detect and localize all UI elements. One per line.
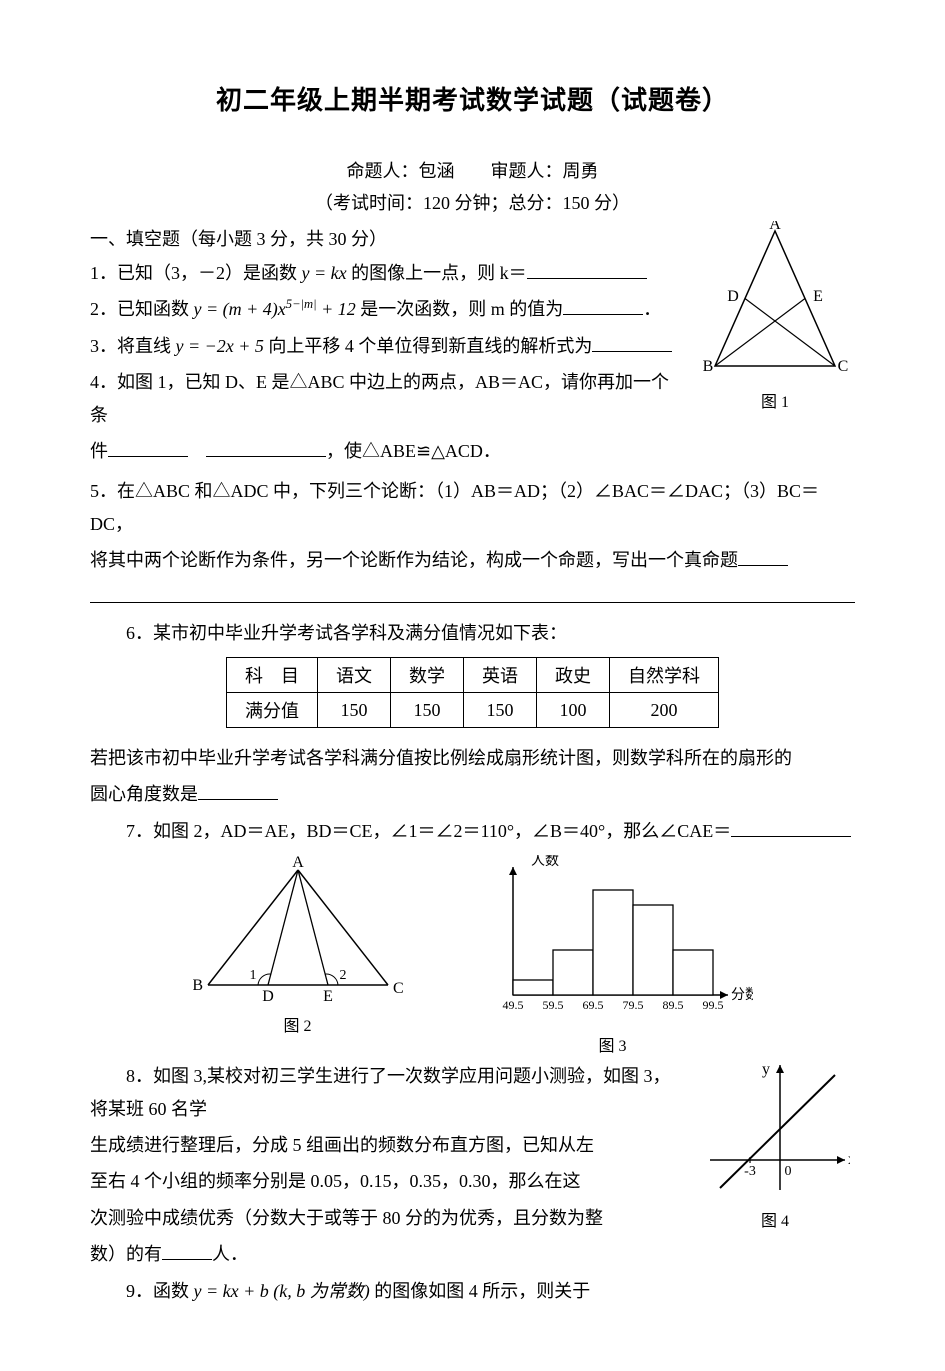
question-8b: 生成绩进行整理后，分成 5 组画出的频数分布直方图，已知从左	[90, 1129, 855, 1161]
figure-3-caption: 图 3	[473, 1032, 753, 1056]
q6-blank	[198, 781, 278, 800]
svg-text:99.5: 99.5	[702, 998, 723, 1012]
svg-text:C: C	[393, 980, 403, 997]
q5-blank-line	[90, 583, 855, 603]
subjects-table: 科 目 语文 数学 英语 政史 自然学科 满分值 150 150 150 100…	[226, 657, 719, 728]
q3-text-b: 向上平移 4 个单位得到新直线的解析式为	[264, 336, 593, 356]
question-7: 7．如图 2，AD＝AE，BD＝CE，∠1＝∠2＝110°，∠B＝40°，那么∠…	[90, 815, 855, 847]
td-v4: 200	[610, 693, 719, 728]
th-english: 英语	[464, 658, 537, 693]
q4-text-b: 件	[90, 441, 108, 461]
svg-text:59.5: 59.5	[542, 998, 563, 1012]
figure-2-svg: A B C D E 1 2	[193, 855, 403, 1005]
question-3: 3．将直线 y = −2x + 5 向上平移 4 个单位得到新直线的解析式为	[90, 330, 855, 362]
exam-info: （考试时间：120 分钟；总分：150 分）	[90, 189, 855, 215]
q1-text-a: 1．已知（3，－2）是函数	[90, 263, 302, 283]
q8-text-a: 8．如图 3,某校对初三学生进行了一次数学应用问题小测验，如图 3，将某班 60…	[90, 1066, 671, 1118]
th-politics: 政史	[537, 658, 610, 693]
figure-3-svg: 人数分数 49.5 59.5 69.5 79.5 89.5 99.5	[473, 855, 753, 1025]
q4-blank-2	[206, 438, 326, 457]
question-4: 4．如图 1，已知 D、E 是△ABC 中边上的两点，AB＝AC，请你再加一个条	[90, 366, 855, 431]
q5-blank-inline	[738, 547, 788, 566]
svg-text:D: D	[262, 988, 274, 1005]
figure-3: 人数分数 49.5 59.5 69.5 79.5 89.5 99.5 图 3	[473, 855, 753, 1056]
q8-blank	[162, 1241, 212, 1260]
svg-text:49.5: 49.5	[502, 998, 523, 1012]
svg-text:69.5: 69.5	[582, 998, 603, 1012]
question-6c: 圆心角度数是	[90, 778, 855, 810]
svg-text:2: 2	[339, 968, 346, 983]
q2-text-b: 是一次函数，则 m 的值为	[356, 299, 564, 319]
question-6b: 若把该市初中毕业升学考试各学科满分值按比例绘成扇形统计图，则数学科所在的扇形的	[90, 742, 855, 774]
question-8e: 数）的有 人．	[90, 1238, 855, 1270]
svg-text:E: E	[323, 988, 333, 1005]
th-math: 数学	[391, 658, 464, 693]
q6-text-b: 若把该市初中毕业升学考试各学科满分值按比例绘成扇形统计图，则数学科所在的扇形的	[90, 748, 792, 768]
svg-text:A: A	[769, 221, 781, 233]
q4-text-c: ，使△ABE≌△ACD．	[326, 441, 501, 461]
q8-text-b: 生成绩进行整理后，分成 5 组画出的频数分布直方图，已知从左	[90, 1135, 594, 1155]
question-5-cont: 将其中两个论断作为条件，另一个论断作为结论，构成一个命题，写出一个真命题	[90, 544, 855, 576]
svg-text:89.5: 89.5	[662, 998, 683, 1012]
q2-math-2: + 12	[317, 299, 356, 319]
page-title: 初二年级上期半期考试数学试题（试题卷）	[90, 80, 855, 117]
question-1: 1．已知（3，－2）是函数 y = kx 的图像上一点，则 k＝	[90, 257, 855, 289]
q9-math: y = kx + b (k, b 为常数)	[194, 1281, 370, 1301]
svg-text:分数: 分数	[731, 987, 753, 1003]
q3-blank	[592, 333, 672, 352]
q5-text-b: 将其中两个论断作为条件，另一个论断作为结论，构成一个命题，写出一个真命题	[90, 550, 738, 570]
q3-text-a: 3．将直线	[90, 336, 176, 356]
q5-text-a: 5．在△ABC 和△ADC 中，下列三个论断：（1）AB＝AD；（2）∠BAC＝…	[90, 481, 819, 533]
question-8: 8．如图 3,某校对初三学生进行了一次数学应用问题小测验，如图 3，将某班 60…	[90, 1060, 855, 1125]
question-6: 6．某市初中毕业升学考试各学科及满分值情况如下表：	[90, 617, 855, 649]
table-header-row: 科 目 语文 数学 英语 政史 自然学科	[227, 658, 719, 693]
q1-math: y = kx	[302, 263, 347, 283]
figures-2-3-row: A B C D E 1 2 图 2 人数分数 49.5 59.5 69.5 79.5 89…	[90, 855, 855, 1056]
q2-exp: 5−|m|	[286, 297, 317, 311]
question-4-cont: 件 ，使△ABE≌△ACD．	[90, 435, 855, 467]
q2-text-c: ．	[643, 299, 661, 319]
q7-text-a: 7．如图 2，AD＝AE，BD＝CE，∠1＝∠2＝110°，∠B＝40°，那么∠…	[126, 821, 731, 841]
question-9: 9．函数 y = kx + b (k, b 为常数) 的图像如图 4 所示，则关…	[90, 1275, 855, 1307]
q1-blank	[527, 260, 647, 279]
question-8d: 次测验中成绩优秀（分数大于或等于 80 分的为优秀，且分数为整	[90, 1202, 855, 1234]
td-v2: 150	[464, 693, 537, 728]
q7-blank	[731, 818, 851, 837]
td-v3: 100	[537, 693, 610, 728]
q3-math: y = −2x + 5	[176, 336, 264, 356]
question-2: 2．已知函数 y = (m + 4)x5−|m| + 12 是一次函数，则 m …	[90, 293, 855, 325]
q4-blank-1	[108, 438, 188, 457]
td-v0: 150	[318, 693, 391, 728]
svg-text:B: B	[193, 977, 203, 994]
table-value-row: 满分值 150 150 150 100 200	[227, 693, 719, 728]
svg-text:A: A	[292, 855, 304, 871]
q4-text-a: 4．如图 1，已知 D、E 是△ABC 中边上的两点，AB＝AC，请你再加一个条	[90, 372, 669, 424]
q2-blank	[563, 296, 643, 315]
q6-text-a: 6．某市初中毕业升学考试各学科及满分值情况如下表：	[126, 623, 567, 643]
question-8c: 至右 4 个小组的频率分别是 0.05，0.15，0.35，0.30，那么在这	[90, 1165, 855, 1197]
q6-text-c: 圆心角度数是	[90, 784, 198, 804]
td-label: 满分值	[227, 693, 318, 728]
q8-text-d: 次测验中成绩优秀（分数大于或等于 80 分的为优秀，且分数为整	[90, 1208, 603, 1228]
td-v1: 150	[391, 693, 464, 728]
q8-text-f: 人．	[212, 1244, 248, 1264]
q2-math-1: y = (m + 4)x	[194, 299, 286, 319]
q9-text-a: 9．函数	[126, 1281, 194, 1301]
q9-text-b: 的图像如图 4 所示，则关于	[370, 1281, 591, 1301]
q2-text-a: 2．已知函数	[90, 299, 194, 319]
figure-2: A B C D E 1 2 图 2	[193, 855, 403, 1056]
question-5: 5．在△ABC 和△ADC 中，下列三个论断：（1）AB＝AD；（2）∠BAC＝…	[90, 475, 855, 540]
q8-text-e: 数）的有	[90, 1244, 162, 1264]
svg-text:1: 1	[249, 968, 256, 983]
th-science: 自然学科	[610, 658, 719, 693]
th-subject: 科 目	[227, 658, 318, 693]
q8-text-c: 至右 4 个小组的频率分别是 0.05，0.15，0.35，0.30，那么在这	[90, 1171, 581, 1191]
svg-text:人数: 人数	[531, 855, 559, 869]
th-chinese: 语文	[318, 658, 391, 693]
authors-line: 命题人：包涵 审题人：周勇	[90, 157, 855, 183]
q1-text-b: 的图像上一点，则 k＝	[347, 263, 527, 283]
figure-2-caption: 图 2	[193, 1012, 403, 1036]
svg-text:79.5: 79.5	[622, 998, 643, 1012]
